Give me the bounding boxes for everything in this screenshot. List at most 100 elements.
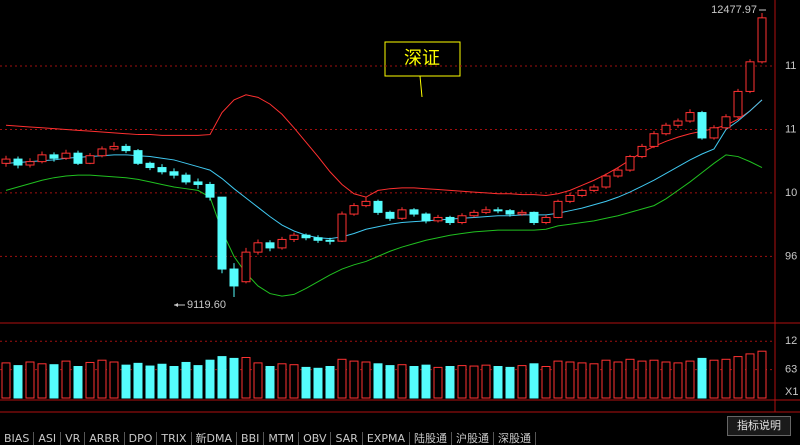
- volume-bar: [397, 364, 407, 399]
- indicator-tab[interactable]: TRIX: [157, 432, 192, 445]
- candle-body: [421, 213, 431, 222]
- candle-body: [181, 174, 191, 183]
- volume-bar: [373, 363, 383, 399]
- band-line: [5, 99, 763, 240]
- volume-bar: [337, 358, 347, 399]
- indicator-tab[interactable]: ASI: [34, 432, 62, 445]
- candle-body: [529, 211, 539, 224]
- candle-body: [217, 196, 227, 270]
- volume-bar: [673, 362, 683, 399]
- volume-bar: [205, 359, 215, 399]
- volume-bar: [493, 366, 503, 399]
- high-label: 12477.97: [711, 4, 757, 16]
- volume-bar: [349, 360, 359, 399]
- candle-body: [1, 158, 11, 164]
- indicator-tab[interactable]: BIAS: [0, 432, 35, 445]
- candle-body: [229, 268, 239, 287]
- indicator-tab[interactable]: EXPMA: [363, 432, 410, 445]
- candle-body: [145, 162, 155, 169]
- candle-body: [193, 181, 203, 185]
- volume-bar: [553, 360, 563, 399]
- candle-body: [661, 124, 671, 135]
- volume-bar: [97, 359, 107, 399]
- band-line: [5, 94, 763, 198]
- indicator-help-button[interactable]: 指标说明: [727, 416, 791, 436]
- candle-body: [553, 200, 563, 218]
- volume-bar: [25, 361, 35, 399]
- candle-body: [409, 209, 419, 215]
- volume-bar: [637, 360, 647, 399]
- volume-bar: [289, 364, 299, 399]
- candle-body: [613, 169, 623, 177]
- candle-body: [385, 211, 395, 219]
- volume-bar: [325, 366, 335, 399]
- indicator-tab[interactable]: 深股通: [494, 432, 536, 445]
- indicator-tab[interactable]: VR: [61, 432, 86, 445]
- candle-body: [397, 209, 407, 219]
- volume-bar: [181, 361, 191, 399]
- volume-bar: [145, 365, 155, 399]
- volume-bar: [409, 366, 419, 399]
- volume-bar: [385, 365, 395, 399]
- candle-body: [625, 156, 635, 171]
- volume-bar: [361, 361, 371, 399]
- candle-body: [601, 175, 611, 188]
- indicator-tab[interactable]: 陆股通: [410, 432, 452, 445]
- candle-body: [109, 145, 119, 150]
- volume-bar: [1, 362, 11, 399]
- volume-bar: [613, 361, 623, 399]
- candle-body: [61, 152, 71, 159]
- candle-body: [697, 112, 707, 139]
- indicator-tab[interactable]: 沪股通: [452, 432, 494, 445]
- indicator-tab[interactable]: SAR: [331, 432, 363, 445]
- candle-body: [733, 90, 743, 118]
- candle-body: [253, 242, 263, 253]
- y-tick-label: 63: [785, 364, 797, 376]
- volume-bar: [241, 357, 251, 399]
- candle-body: [493, 209, 503, 212]
- indicator-tab[interactable]: ARBR: [85, 432, 125, 445]
- volume-bar: [565, 361, 575, 399]
- volume-bar: [13, 365, 23, 399]
- volume-bar: [697, 357, 707, 399]
- candle-body: [709, 127, 719, 139]
- volume-bar: [577, 362, 587, 399]
- tab-bar: BIAS ASI VR ARBR DPO TRIX 新DMA BBI MTM OBV SAR EXPM…: [0, 432, 536, 445]
- y-tick-label: 11: [785, 123, 796, 135]
- volume-bar: [121, 364, 131, 399]
- volume-bar: [133, 362, 143, 399]
- volume-bar: [301, 366, 311, 399]
- volume-bar: [217, 356, 227, 399]
- indicator-tab[interactable]: 新DMA: [192, 432, 238, 445]
- candle-body: [649, 133, 659, 147]
- volume-bar: [253, 362, 263, 399]
- y-tick-label: 12: [785, 335, 797, 347]
- volume-bar: [157, 363, 167, 399]
- indicator-tab[interactable]: BBI: [237, 432, 265, 445]
- candle-body: [85, 155, 95, 164]
- indicator-tab[interactable]: DPO: [125, 432, 158, 445]
- volume-bar: [61, 360, 71, 399]
- volume-bar: [265, 366, 275, 399]
- indicator-tab[interactable]: OBV: [299, 432, 332, 445]
- candle-body: [337, 213, 347, 242]
- candle-body: [589, 186, 599, 191]
- candle-body: [265, 242, 275, 249]
- candle-body: [361, 200, 371, 207]
- callout-text: 深证: [404, 48, 440, 69]
- candle-body: [169, 171, 179, 176]
- volume-bar: [73, 366, 83, 399]
- candle-body: [373, 200, 383, 213]
- volume-bar: [481, 364, 491, 399]
- volume-bar: [505, 366, 515, 399]
- volume-bar: [589, 363, 599, 399]
- volume-bar: [169, 366, 179, 399]
- candle-body: [13, 158, 23, 166]
- indicator-tab[interactable]: MTM: [264, 432, 300, 445]
- volume-bar: [457, 365, 467, 399]
- candle-body: [289, 234, 299, 240]
- candle-body: [457, 215, 467, 224]
- y-tick-label: 11: [785, 60, 796, 72]
